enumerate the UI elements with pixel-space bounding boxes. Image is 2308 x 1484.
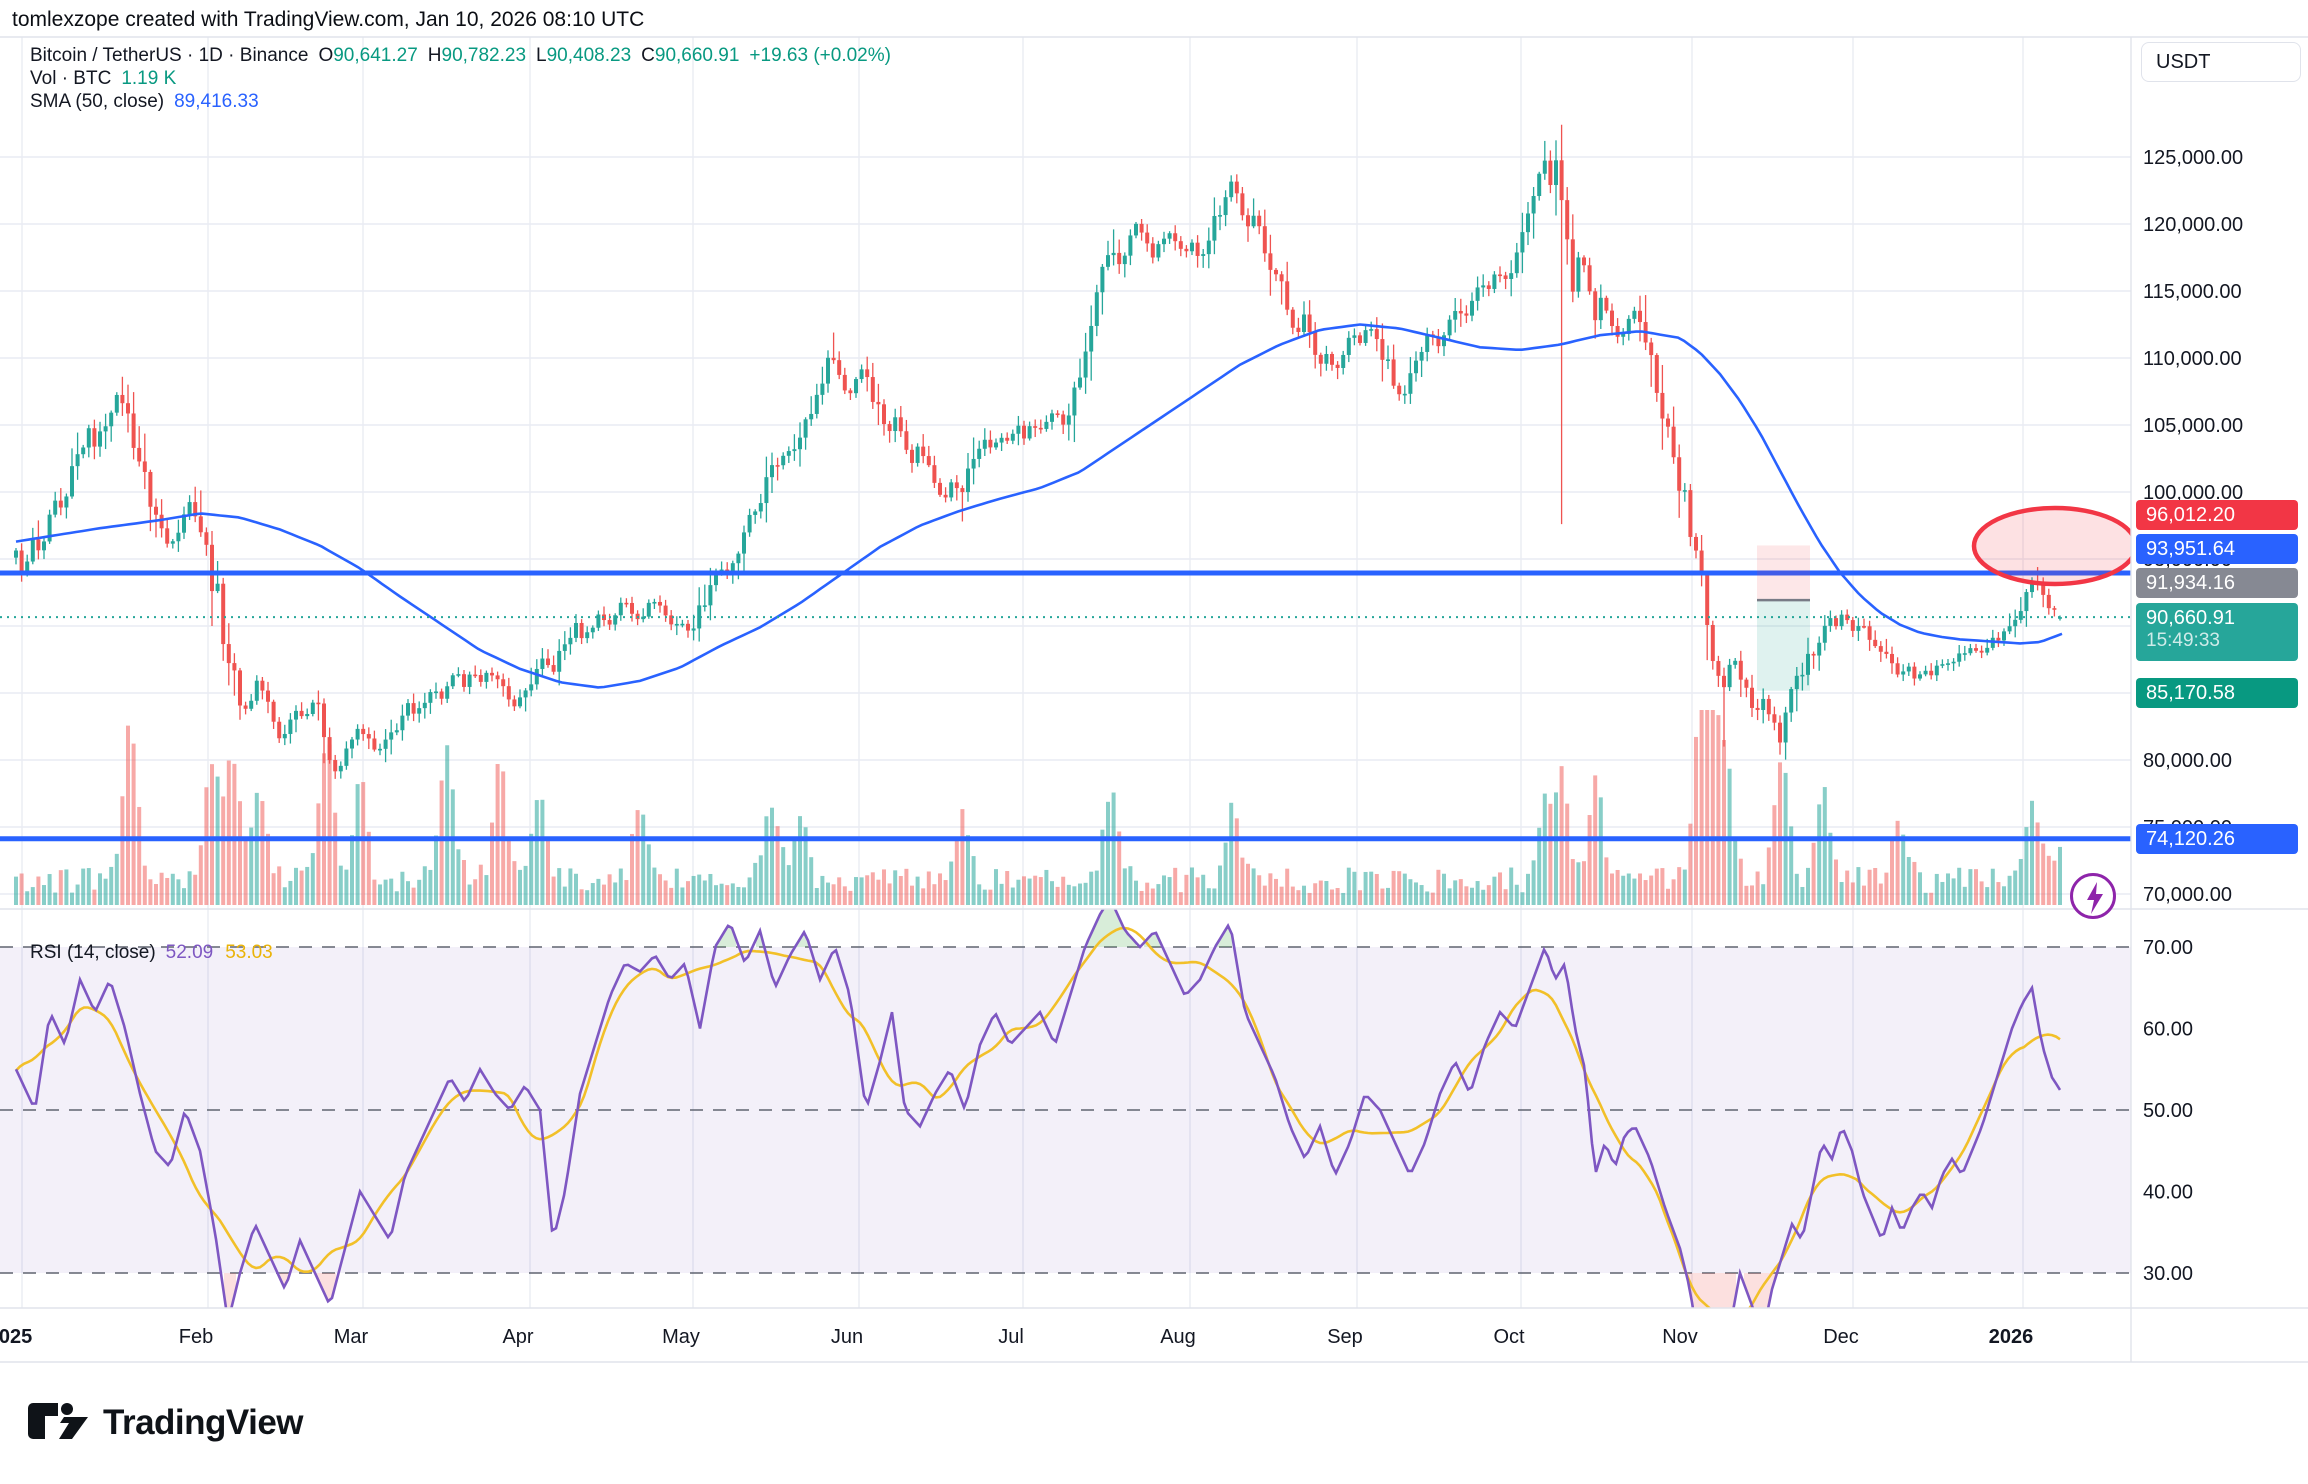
time-tick-label: Apr [502, 1326, 533, 1348]
open-value: 90,641.27 [333, 45, 418, 66]
time-tick-label: May [662, 1326, 700, 1348]
support-price-label: 74,120.26 [2136, 824, 2298, 854]
time-tick-label: 2026 [1989, 1326, 2034, 1348]
time-tick-label: Feb [179, 1326, 213, 1348]
currency-toggle-button[interactable]: USDT [2141, 42, 2301, 82]
rsi-tick-label: 40.00 [2143, 1182, 2193, 1204]
time-tick-label: Jul [998, 1326, 1024, 1348]
entry-price-label: 91,934.16 [2136, 568, 2298, 598]
low-value: 90,408.23 [546, 45, 632, 66]
tradingview-logo-icon[interactable] [27, 1402, 89, 1444]
time-axis[interactable]: 2025 Feb Mar Apr May Jun Jul Aug Sep Oct Nov Dec 202… [0, 1326, 2033, 1348]
price-tick-label: 70,000.00 [2143, 884, 2232, 906]
countdown-timer: 15:49:33 [2146, 630, 2220, 651]
last-price-label: 90,660.91 15:49:33 [2136, 603, 2298, 661]
close-value: 90,660.91 [654, 45, 740, 66]
price-tick-label: 120,000.00 [2143, 214, 2243, 236]
footer: TradingView [27, 1402, 304, 1444]
price-tick-label: 100,000.00 [2143, 482, 2243, 504]
rsi-value: 52.09 [165, 942, 214, 963]
volume-legend-row[interactable]: Vol · BTC 1.19 K [30, 67, 891, 90]
sma-line[interactable] [15, 323, 2063, 689]
short-position-tool[interactable] [1757, 545, 1810, 691]
stop-price-label: 96,012.20 [2136, 500, 2298, 530]
ellipse-drawing[interactable] [1971, 505, 2136, 587]
sma-legend-row[interactable]: SMA (50, close) 89,416.33 [30, 90, 891, 113]
time-tick-label: Mar [334, 1326, 369, 1348]
rsi-legend-row[interactable]: RSI (14, close) 52.09 53.03 [30, 942, 273, 964]
time-tick-label: Oct [1493, 1326, 1525, 1348]
rsi-line[interactable] [14, 901, 2062, 1364]
open-label: O [318, 45, 334, 66]
rsi-ma-line[interactable] [15, 926, 2061, 1324]
time-tick-label: Jun [831, 1326, 863, 1348]
volume-value: 1.19 K [121, 68, 177, 89]
sma-label: SMA (50, close) [30, 91, 165, 112]
symbol-title: Bitcoin / TetherUS · 1D · Binance [30, 45, 309, 66]
time-tick-label: Aug [1160, 1326, 1196, 1348]
time-tick-label: 2025 [0, 1326, 32, 1348]
rsi-zone-fill [716, 909, 1232, 947]
price-tick-label: 80,000.00 [2143, 750, 2232, 772]
low-label: L [536, 45, 547, 66]
candles [14, 124, 2062, 779]
attribution-text: tomlexzope created with TradingView.com,… [12, 8, 645, 31]
sma-value: 89,416.33 [174, 91, 259, 112]
close-label: C [641, 45, 655, 66]
high-label: H [427, 45, 442, 66]
price-tick-label: 125,000.00 [2143, 147, 2243, 169]
rsi-label: RSI (14, close) [30, 942, 156, 963]
lightning-icon [2087, 882, 2103, 914]
high-value: 90,782.23 [441, 45, 527, 66]
volume-bars [14, 710, 2062, 905]
rsi-tick-label: 50.00 [2143, 1100, 2193, 1122]
target-price-label: 85,170.58 [2136, 678, 2298, 708]
resistance-price-label: 93,951.64 [2136, 534, 2298, 564]
volume-label: Vol · BTC [30, 68, 112, 89]
price-axis[interactable]: 125,000.00 120,000.00 115,000.00 110,000.00… [2143, 147, 2243, 1285]
time-tick-label: Sep [1327, 1326, 1363, 1348]
lightning-button[interactable] [2070, 873, 2116, 919]
price-tick-label: 115,000.00 [2143, 281, 2242, 303]
rsi-ma-value: 53.03 [225, 942, 273, 963]
price-tick-label: 110,000.00 [2143, 348, 2242, 370]
tradingview-wordmark[interactable]: TradingView [103, 1403, 304, 1442]
rsi-zone-fill [224, 1273, 1776, 1308]
rsi-tick-label: 70.00 [2143, 937, 2193, 959]
price-tick-label: 105,000.00 [2143, 415, 2243, 437]
rsi-tick-label: 30.00 [2143, 1263, 2193, 1285]
symbol-legend-row[interactable]: Bitcoin / TetherUS · 1D · Binance O90,641… [30, 44, 891, 67]
change-value: +19.63 (+0.02%) [749, 45, 891, 66]
time-tick-label: Nov [1662, 1326, 1698, 1348]
time-tick-label: Dec [1823, 1326, 1859, 1348]
main-legend[interactable]: Bitcoin / TetherUS · 1D · Binance O90,641… [30, 44, 891, 113]
rsi-tick-label: 60.00 [2143, 1019, 2193, 1041]
